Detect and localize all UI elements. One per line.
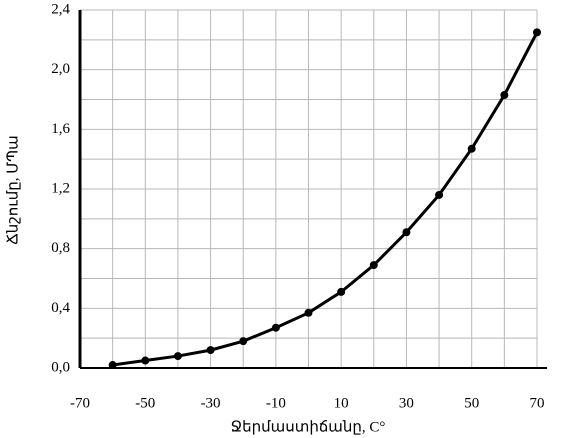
point	[304, 308, 313, 317]
point	[108, 361, 117, 370]
point	[500, 91, 509, 100]
x-tick-label: 10	[334, 395, 349, 411]
x-tick-label: -70	[70, 395, 90, 411]
point	[141, 356, 150, 365]
point	[533, 28, 541, 37]
y-tick-label: 1,6	[51, 121, 70, 137]
y-tick-label: 2,4	[51, 1, 70, 17]
y-tick-label: 1,2	[51, 180, 70, 196]
y-tick-label: 2,0	[51, 61, 70, 77]
x-tick-label: 70	[530, 395, 545, 411]
y-tick-label: 0,4	[51, 300, 70, 316]
x-tick-label: 30	[399, 395, 414, 411]
point	[271, 323, 280, 332]
point	[402, 228, 411, 237]
line	[112, 31, 539, 367]
x-axis-title: Ջերմաստիճանը, C°	[231, 419, 386, 435]
point	[239, 337, 248, 346]
y-tick-label: 0,8	[51, 240, 70, 256]
y-axis-title: Ճնշումը, ՄՊա	[5, 135, 21, 245]
point	[369, 261, 378, 270]
x-tick-label: 50	[464, 395, 479, 411]
x-tick-label: -10	[266, 395, 286, 411]
point	[337, 287, 346, 296]
point	[467, 144, 476, 153]
point	[206, 346, 215, 355]
y-tick-label: 0,0	[51, 359, 70, 375]
x-tick-label: -30	[201, 395, 221, 411]
point	[173, 352, 182, 361]
x-tick-label: -50	[135, 395, 155, 411]
point	[435, 190, 444, 199]
